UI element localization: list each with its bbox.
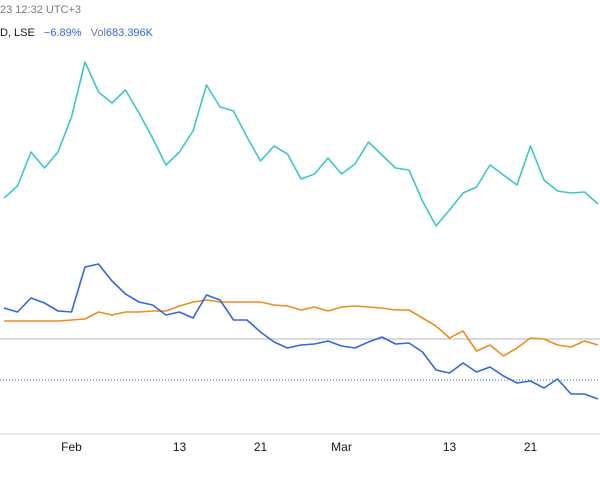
legend: D, LSE −6.89% Vol683.396K xyxy=(0,27,154,39)
x-tick-label: Mar xyxy=(331,440,352,454)
x-tick-label: 21 xyxy=(254,440,268,454)
x-tick-label: 21 xyxy=(524,440,538,454)
volume: 683.396K xyxy=(106,27,154,39)
volume-label: Vol xyxy=(91,27,106,39)
line-series xyxy=(3,263,599,400)
header: 23 12:32 UTC+3 xyxy=(0,4,81,16)
line-series xyxy=(3,61,599,227)
change: −6.89% xyxy=(44,27,82,39)
x-tick-label: Feb xyxy=(61,440,82,454)
x-tick-label: 13 xyxy=(443,440,457,454)
x-tick-label: 13 xyxy=(173,440,187,454)
line-series xyxy=(4,299,599,357)
symbol: D, LSE xyxy=(0,27,35,39)
